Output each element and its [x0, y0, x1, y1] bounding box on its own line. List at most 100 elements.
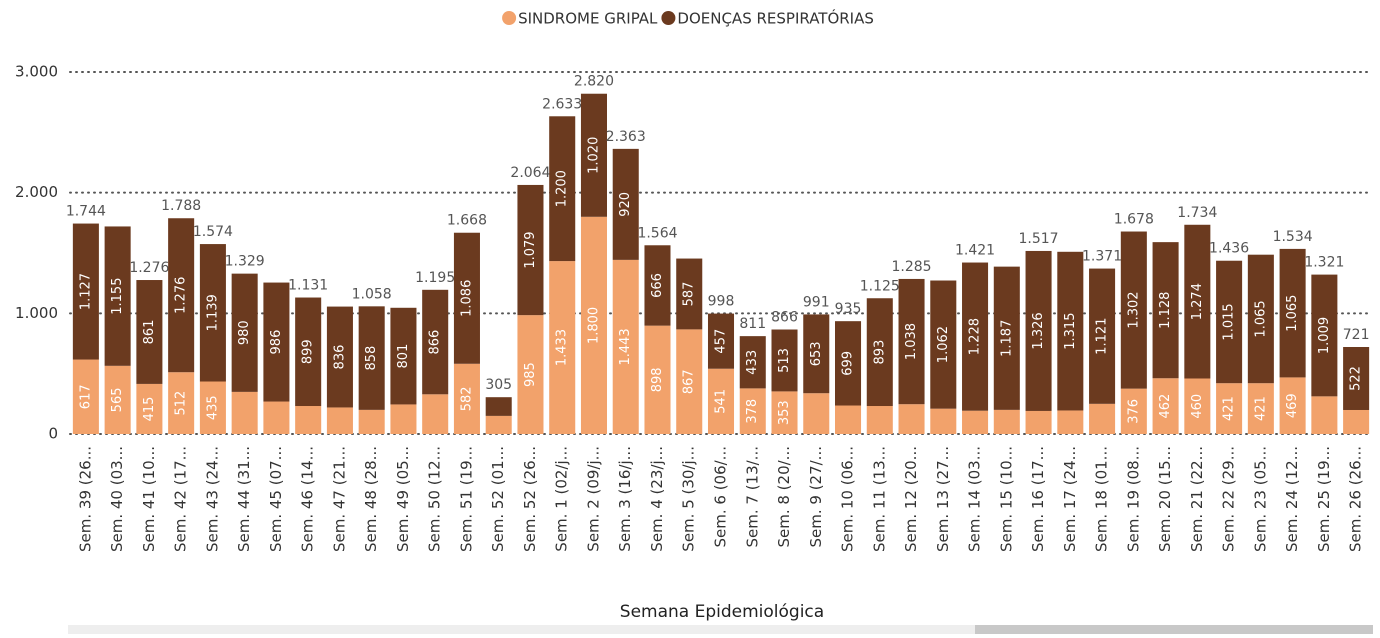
x-tick-label: Sem. 41 (10... — [140, 446, 158, 552]
data-label: 353 — [777, 400, 792, 425]
data-label: 460 — [1190, 394, 1205, 419]
bar-segment — [866, 298, 893, 407]
y-tick-label: 0 — [48, 425, 58, 443]
x-tick-label: Sem. 40 (03... — [108, 446, 126, 552]
total-label: 2.363 — [606, 129, 646, 145]
total-label: 866 — [771, 310, 798, 326]
data-label: 1.200 — [555, 170, 570, 207]
total-label: 1.321 — [1304, 255, 1344, 271]
total-label: 998 — [708, 294, 735, 310]
legend-marker — [661, 11, 676, 25]
data-label: 1.326 — [1031, 312, 1046, 349]
bar-segment — [104, 226, 131, 366]
bar-segment — [612, 148, 639, 260]
x-tick-label: Sem. 15 (10... — [997, 446, 1015, 552]
bar-segment — [898, 404, 925, 434]
total-label: 1.564 — [637, 225, 677, 241]
x-tick-label: Sem. 48 (28... — [362, 446, 380, 552]
bar-segment — [485, 397, 512, 416]
total-label: 2.820 — [574, 74, 614, 90]
bar-segment — [739, 388, 766, 434]
bar-segment — [1247, 383, 1274, 434]
bar-segment — [580, 216, 607, 434]
bar-segment — [231, 391, 258, 434]
bar-segment — [231, 273, 258, 392]
bar-segment — [644, 325, 671, 434]
total-label: 1.125 — [860, 278, 900, 294]
y-tick-label: 3.000 — [15, 63, 58, 81]
bar-segment — [199, 244, 226, 382]
x-tick-label: Sem. 9 (27/... — [807, 446, 825, 548]
data-label: 866 — [428, 330, 443, 355]
bar-segment — [707, 368, 735, 434]
data-label: 378 — [745, 399, 760, 424]
total-label: 1.744 — [66, 204, 106, 220]
bar-segment — [1057, 410, 1084, 434]
bar-segment — [199, 381, 226, 434]
x-tick-label: Sem. 10 (06... — [839, 446, 857, 552]
data-label: 1.276 — [174, 277, 189, 314]
scrollbar-track[interactable] — [68, 625, 1373, 634]
bar-segment — [580, 93, 607, 217]
bar-segment — [1279, 248, 1306, 378]
x-tick-label: Sem. 23 (05... — [1251, 446, 1269, 552]
x-tick-label: Sem. 13 (27... — [934, 446, 952, 552]
x-axis-title: Semana Epidemiológica — [620, 602, 824, 622]
bar-segment — [676, 329, 703, 434]
x-tick-label: Sem. 4 (23/j... — [648, 446, 666, 552]
total-label: 2.064 — [510, 165, 550, 181]
total-label: 1.734 — [1177, 205, 1217, 221]
bar-segment — [1025, 410, 1052, 434]
bar-segment — [390, 307, 417, 405]
data-label: 898 — [650, 367, 665, 392]
data-label: 653 — [809, 341, 824, 366]
bar-segment — [1184, 378, 1211, 434]
data-label: 433 — [745, 350, 760, 375]
y-tick-label: 2.000 — [15, 183, 58, 201]
bar-segment — [1311, 396, 1338, 434]
x-tick-label: Sem. 44 (31... — [235, 446, 253, 552]
x-tick-label: Sem. 52 (26... — [521, 446, 539, 552]
bar-segment — [358, 409, 385, 434]
data-label: 1.155 — [110, 278, 125, 315]
total-label: 305 — [485, 377, 512, 393]
total-label: 1.788 — [161, 198, 201, 214]
data-label: 435 — [205, 395, 220, 420]
data-label: 1.020 — [586, 137, 601, 174]
data-label: 899 — [301, 339, 316, 364]
bar-segment — [771, 329, 798, 392]
bar-segment — [326, 306, 353, 408]
data-label: 522 — [1349, 366, 1364, 391]
x-tick-label: Sem. 17 (24... — [1061, 446, 1079, 552]
bar-segment — [549, 116, 576, 262]
x-tick-label: Sem. 3 (16/j... — [616, 446, 634, 552]
bar-segment — [295, 297, 322, 407]
bar-segment — [453, 232, 480, 364]
data-label: 858 — [364, 346, 379, 371]
bar-segment — [676, 258, 703, 330]
data-label: 617 — [78, 384, 93, 409]
data-label: 1.009 — [1317, 317, 1332, 354]
bar-segment — [1279, 377, 1306, 434]
data-label: 1.128 — [1158, 292, 1173, 329]
bar-segment — [1247, 254, 1274, 384]
data-label: 565 — [110, 387, 125, 412]
data-label: 1.121 — [1095, 318, 1110, 355]
data-label: 666 — [650, 273, 665, 298]
x-tick-label: Sem. 49 (05... — [394, 446, 412, 552]
x-tick-label: Sem. 6 (06/... — [712, 446, 730, 548]
data-label: 1.086 — [459, 280, 474, 317]
x-tick-label: Sem. 16 (17... — [1029, 446, 1047, 552]
data-label: 1.038 — [904, 323, 919, 360]
data-label: 1.065 — [1285, 295, 1300, 332]
data-label: 587 — [682, 282, 697, 307]
data-label: 1.274 — [1190, 283, 1205, 320]
bar-segment — [168, 372, 195, 434]
bar-segment — [517, 184, 544, 316]
legend-label: SINDROME GRIPAL — [518, 10, 658, 28]
bar-segment — [136, 383, 163, 434]
scrollbar-thumb[interactable] — [975, 625, 1373, 634]
data-label: 1.228 — [968, 318, 983, 355]
